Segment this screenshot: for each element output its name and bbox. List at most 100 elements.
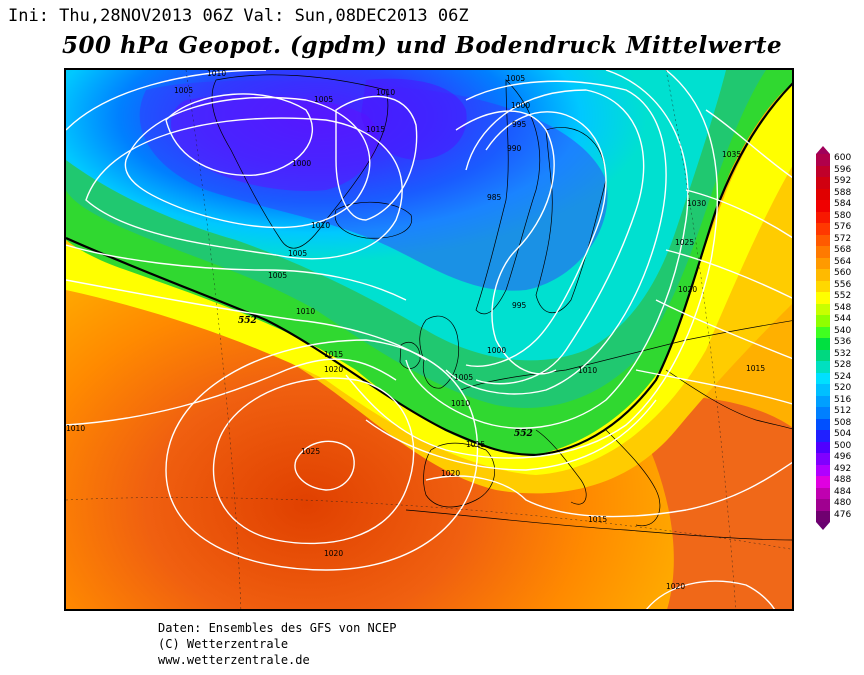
- legend-value-label: 520: [834, 383, 852, 393]
- north-africa-coast: [405, 509, 792, 541]
- legend-swatch: 520: [816, 383, 851, 396]
- isobar-line: [165, 339, 479, 571]
- legend-swatch: 524: [816, 372, 851, 384]
- isobar-labels: 1010 1005 1005 1010 1015 1000 1010 1005 …: [66, 70, 765, 591]
- isobar-line: [66, 244, 407, 301]
- isobar-line: [665, 249, 792, 299]
- isobar-line: [66, 70, 267, 131]
- legend-value-label: 584: [834, 199, 852, 209]
- legend-value-label: 508: [834, 417, 852, 428]
- isobar-line: [66, 358, 397, 426]
- legend-value-label: 596: [834, 164, 852, 175]
- legend-value-label: 576: [834, 222, 852, 232]
- isobar-label: 1000: [292, 159, 311, 168]
- isobar-label: 1005: [314, 95, 333, 104]
- greenland-coast: [211, 74, 389, 249]
- isobar-line: [445, 80, 667, 395]
- isobar-label: 1015: [324, 350, 343, 359]
- isobar-line: [465, 89, 645, 385]
- credits-line-website[interactable]: www.wetterzentrale.de: [158, 653, 310, 667]
- isobar-line: [405, 70, 689, 429]
- legend-value-label: 556: [834, 279, 852, 290]
- isobar-line: [124, 96, 371, 229]
- legend-swatch: 536: [816, 337, 851, 350]
- legend-value-label: 504: [834, 429, 852, 439]
- isobar-line: [705, 109, 792, 179]
- isobar-label: 1010: [376, 88, 395, 97]
- legend-value-label: 488: [834, 475, 852, 485]
- color-legend: 600 596 592 588 584 580 576 572 568 564 560 556 552 5…: [816, 146, 851, 530]
- iceland-coast: [334, 201, 413, 239]
- isobar-label: 1020: [666, 582, 685, 591]
- legend-value-label: 492: [834, 463, 852, 474]
- legend-value-label: 528: [834, 360, 852, 370]
- legend-swatch: 548: [816, 303, 851, 315]
- legend-swatch: 560: [816, 268, 851, 281]
- legend-value-label: 484: [834, 486, 852, 497]
- legend-swatch: 580: [816, 211, 851, 223]
- legend-swatch: 556: [816, 280, 851, 292]
- credits-block: Daten: Ensembles des GFS von NCEP (C) We…: [158, 620, 396, 668]
- legend-arrow-up: [816, 146, 830, 154]
- isobar-label: 1005: [288, 249, 307, 258]
- isobar-label: 1015: [588, 515, 607, 524]
- parallel-line: [66, 497, 792, 550]
- legend-value-label: 532: [834, 348, 852, 359]
- isobar-label: 1015: [746, 364, 765, 373]
- isobar-label: 1030: [687, 199, 706, 208]
- isobar-line: [685, 189, 792, 239]
- legend-value-label: 600: [834, 153, 852, 163]
- italy-coast: [535, 429, 587, 505]
- isobar-label: 1005: [268, 271, 287, 280]
- legend-swatch: 512: [816, 406, 851, 419]
- isobar-label: 1015: [366, 125, 385, 134]
- credits-line-copyright: (C) Wetterzentrale: [158, 637, 289, 651]
- isobar-label: 1010: [311, 221, 330, 230]
- britain-coast: [419, 315, 460, 389]
- black-sea-coast: [665, 369, 792, 430]
- isobar-line: [455, 110, 557, 375]
- isobar-label: 995: [512, 301, 527, 310]
- greenland-low-region: [171, 95, 379, 191]
- southeast-warm-region: [626, 396, 792, 609]
- legend-swatch: 500: [816, 441, 851, 453]
- legend-value-label: 580: [834, 210, 852, 221]
- legend-swatch: 544: [816, 314, 851, 327]
- isobar-label: 1010: [451, 399, 470, 408]
- legend-swatch: 564: [816, 257, 851, 269]
- legend-swatch: 532: [816, 349, 851, 361]
- isobar-label: 1005: [174, 86, 193, 95]
- legend-arrow-down: [816, 522, 830, 530]
- isobar-line: [365, 399, 657, 471]
- contour-552-label: 552: [514, 429, 533, 439]
- legend-swatch: 552: [816, 291, 851, 304]
- legend-value-label: 516: [834, 394, 852, 405]
- isobar-label: 1015: [466, 440, 485, 449]
- legend-swatch: 488: [816, 475, 851, 488]
- legend-value-label: 544: [834, 314, 852, 324]
- legend-swatch: 592: [816, 176, 851, 189]
- legend-swatch: 508: [816, 418, 851, 430]
- legend-value-label: 564: [834, 256, 852, 267]
- legend-value-label: 500: [834, 440, 852, 451]
- legend-value-label: 476: [834, 509, 852, 520]
- isobar-line: [345, 70, 719, 459]
- meridian-line: [665, 70, 736, 609]
- legend-swatch: 588: [816, 188, 851, 200]
- meridian-line: [185, 70, 242, 609]
- contour-552-label: 552: [238, 316, 257, 326]
- legend-swatch: 568: [816, 245, 851, 258]
- legend-value-label: 588: [834, 187, 852, 198]
- isobar-label: 1035: [722, 150, 741, 159]
- legend-value-label: 548: [834, 302, 852, 313]
- legend-swatch: 484: [816, 487, 851, 499]
- isobar-label: 1020: [324, 365, 343, 374]
- legend-value-label: 568: [834, 245, 852, 255]
- weather-map: 1010 1005 1005 1010 1015 1000 1010 1005 …: [64, 68, 794, 611]
- isobar-label: 1000: [511, 101, 530, 110]
- legend-swatch: 572: [816, 234, 851, 246]
- legend-value-label: 536: [834, 337, 852, 347]
- isobar-label: 1020: [678, 285, 697, 294]
- legend-swatch: 516: [816, 395, 851, 407]
- legend-swatch: 492: [816, 464, 851, 476]
